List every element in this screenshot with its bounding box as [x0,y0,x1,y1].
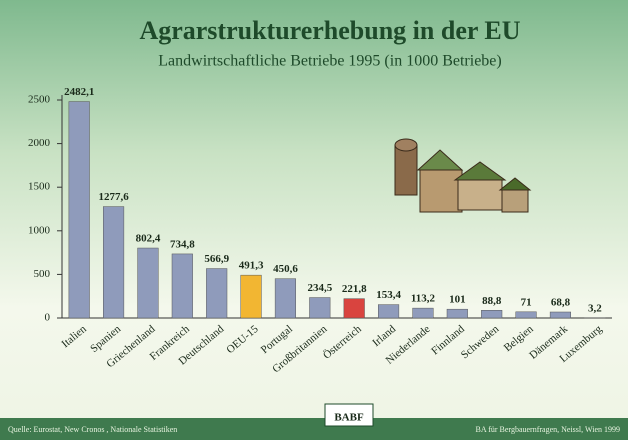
value-label: 491,3 [239,260,264,272]
footer-band [0,418,628,440]
value-label: 153,4 [376,289,401,301]
value-label: 234,5 [307,282,332,294]
value-label: 734,8 [170,238,195,250]
value-label: 566,9 [204,253,229,265]
value-label: 802,4 [136,233,161,245]
bar [446,308,468,319]
bar [343,298,365,319]
chart-title: Agrarstrukturerhebung in der EU [139,16,520,45]
value-label: 3,2 [588,302,602,314]
bar [412,307,434,319]
logo-box [324,403,374,427]
farm-illustration [394,138,532,213]
y-tick-label: 2000 [28,137,51,149]
value-label: 2482,1 [64,86,94,98]
y-tick-label: 0 [45,312,51,324]
value-label: 88,8 [482,295,502,307]
value-label: 68,8 [551,297,571,309]
credit: BA für Bergbauernfragen, Neissl, Wien 19… [476,425,620,434]
bar [68,101,90,319]
bar [309,297,331,319]
bar [206,268,228,319]
logo: BABF [334,412,364,424]
bar [274,278,296,319]
value-label: 71 [521,296,532,308]
bar [481,310,503,319]
y-tick-label: 1500 [28,181,51,193]
bar [240,274,262,319]
source: Quelle: Eurostat, New Cronos , Nationale… [8,425,177,434]
value-label: 1277,6 [98,191,129,203]
y-tick-label: 1000 [28,224,51,236]
bar [378,304,400,319]
value-label: 101 [449,294,466,306]
chart-subtitle: Landwirtschaftliche Betriebe 1995 (in 10… [158,53,501,70]
bar [549,311,571,319]
y-tick-label: 500 [34,268,51,280]
value-label: 113,2 [411,293,436,305]
value-label: 450,6 [273,263,298,275]
value-label: 221,8 [342,283,367,295]
bar [137,247,159,319]
y-tick-label: 2500 [28,94,51,106]
bar [515,311,537,319]
bar [171,253,193,319]
bar [103,206,125,319]
